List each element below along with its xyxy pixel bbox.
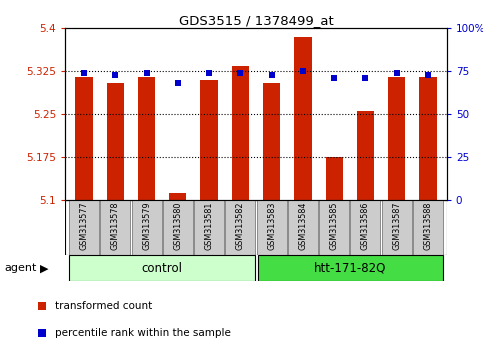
Text: GSM313588: GSM313588 — [424, 202, 432, 250]
Text: transformed count: transformed count — [55, 301, 153, 311]
Text: GSM313580: GSM313580 — [173, 202, 182, 250]
Bar — [256, 200, 286, 255]
Bar — [107, 83, 124, 200]
Text: agent: agent — [5, 263, 37, 273]
Text: GSM313582: GSM313582 — [236, 202, 245, 250]
Bar — [258, 255, 443, 281]
Bar — [163, 200, 193, 255]
Bar — [326, 157, 343, 200]
Text: GSM313579: GSM313579 — [142, 202, 151, 250]
Bar — [294, 37, 312, 200]
Text: GSM313583: GSM313583 — [267, 202, 276, 250]
Text: GSM313585: GSM313585 — [330, 202, 339, 250]
Text: percentile rank within the sample: percentile rank within the sample — [55, 328, 231, 338]
Bar — [419, 77, 437, 200]
Bar — [138, 77, 155, 200]
Text: GSM313578: GSM313578 — [111, 202, 120, 250]
Bar — [413, 200, 443, 255]
Text: GSM313584: GSM313584 — [298, 202, 307, 250]
Bar — [382, 200, 412, 255]
Bar — [388, 77, 405, 200]
Bar — [100, 200, 130, 255]
Bar — [131, 200, 161, 255]
Text: htt-171-82Q: htt-171-82Q — [314, 262, 386, 275]
Bar — [226, 200, 256, 255]
Text: GSM313581: GSM313581 — [205, 202, 213, 250]
Text: GSM313577: GSM313577 — [80, 202, 88, 250]
Bar — [232, 65, 249, 200]
Bar — [69, 200, 99, 255]
Bar — [194, 200, 224, 255]
Bar — [263, 83, 280, 200]
Bar — [75, 77, 93, 200]
Bar — [319, 200, 349, 255]
Text: control: control — [142, 262, 183, 275]
Text: GSM313586: GSM313586 — [361, 202, 370, 250]
Bar — [169, 193, 186, 200]
Bar — [351, 200, 381, 255]
Title: GDS3515 / 1378499_at: GDS3515 / 1378499_at — [179, 14, 333, 27]
Text: GSM313587: GSM313587 — [392, 202, 401, 250]
Text: ▶: ▶ — [40, 263, 48, 273]
Bar — [200, 80, 218, 200]
Bar — [357, 111, 374, 200]
Bar — [288, 200, 318, 255]
Bar — [69, 255, 256, 281]
